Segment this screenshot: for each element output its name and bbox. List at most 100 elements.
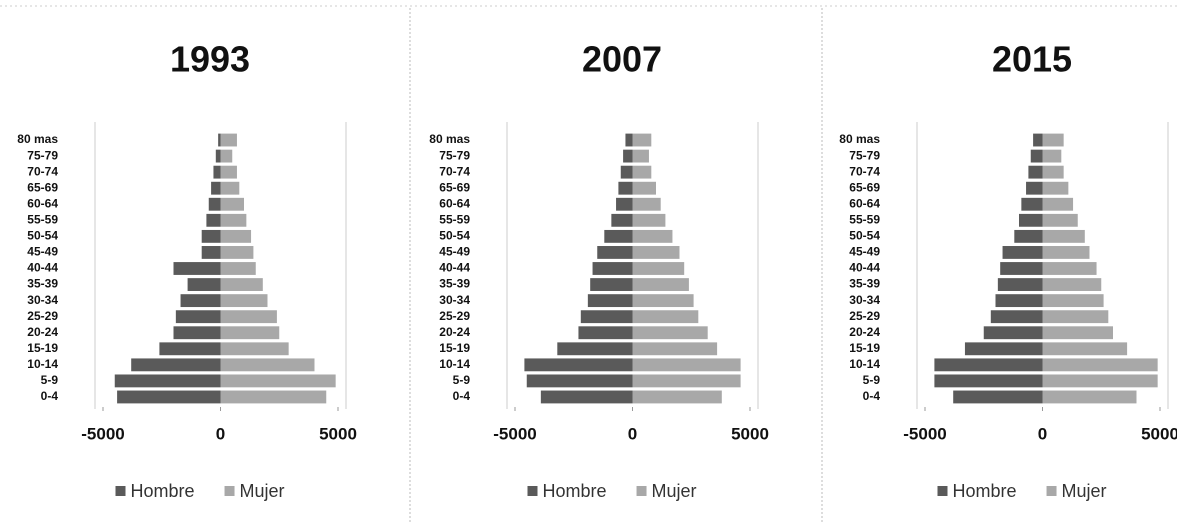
- y-tick-label: 65-69: [439, 180, 470, 194]
- legend-swatch: [224, 486, 235, 496]
- x-tick-label: 0: [1038, 424, 1047, 443]
- bar: [1042, 294, 1104, 308]
- bar: [934, 374, 1043, 388]
- y-tick-label: 15-19: [849, 341, 880, 355]
- y-tick-label: 80 mas: [429, 132, 470, 146]
- bar: [592, 262, 633, 275]
- bar: [524, 358, 633, 372]
- bar: [201, 246, 221, 259]
- bar: [1028, 165, 1043, 179]
- y-tick-label: 30-34: [27, 293, 58, 307]
- y-tick-label: 80 mas: [17, 132, 58, 146]
- bar: [611, 213, 633, 227]
- bar: [983, 326, 1043, 340]
- bar: [1042, 358, 1158, 372]
- y-tick-label: 0-4: [863, 389, 881, 403]
- y-tick-label: 30-34: [439, 293, 470, 307]
- y-tick-label: 20-24: [27, 325, 58, 339]
- legend-swatch: [636, 486, 647, 496]
- bar: [632, 278, 689, 291]
- bar: [632, 358, 741, 372]
- y-tick-label: 40-44: [27, 261, 58, 275]
- bar: [620, 165, 633, 179]
- bar: [632, 342, 718, 356]
- y-tick-label: 75-79: [439, 148, 470, 162]
- y-tick-label: 20-24: [439, 325, 470, 339]
- y-tick-label: 55-59: [849, 212, 880, 226]
- bar: [590, 278, 633, 291]
- bar: [1042, 229, 1085, 243]
- legend-label: Mujer: [652, 481, 697, 501]
- bar: [215, 149, 221, 163]
- bar: [1033, 133, 1043, 147]
- bar: [220, 246, 254, 259]
- bar: [632, 310, 699, 324]
- y-tick-label: 70-74: [849, 164, 880, 178]
- bar: [173, 326, 221, 340]
- bar: [632, 197, 661, 211]
- y-tick-label: 35-39: [27, 277, 58, 291]
- y-tick-label: 15-19: [439, 341, 470, 355]
- bar: [220, 390, 327, 404]
- bar: [1042, 390, 1137, 404]
- y-tick-label: 45-49: [27, 245, 58, 259]
- bar: [587, 294, 633, 308]
- y-tick-label: 5-9: [41, 373, 59, 387]
- y-tick-label: 25-29: [439, 309, 470, 323]
- bar: [632, 262, 685, 275]
- bar: [1030, 149, 1043, 163]
- bar: [213, 165, 221, 179]
- bar: [1002, 246, 1043, 259]
- bar: [1042, 374, 1158, 388]
- bar: [632, 294, 694, 308]
- bar: [632, 390, 722, 404]
- bar: [618, 181, 633, 195]
- bar: [220, 213, 247, 227]
- x-tick-label: -5000: [81, 424, 124, 443]
- bar: [159, 342, 221, 356]
- x-tick-label: 0: [216, 424, 225, 443]
- y-tick-label: 45-49: [439, 245, 470, 259]
- bar: [616, 197, 633, 211]
- y-tick-label: 35-39: [439, 277, 470, 291]
- bar: [1042, 246, 1090, 259]
- bar: [218, 133, 221, 147]
- y-tick-label: 30-34: [849, 293, 880, 307]
- bar: [220, 358, 315, 372]
- bar: [632, 165, 652, 179]
- bar: [173, 262, 221, 275]
- bar: [632, 374, 741, 388]
- bar: [580, 310, 633, 324]
- y-tick-label: 25-29: [849, 309, 880, 323]
- bar: [632, 246, 680, 259]
- bar: [632, 149, 649, 163]
- y-tick-label: 55-59: [439, 212, 470, 226]
- y-tick-label: 70-74: [439, 164, 470, 178]
- bar: [632, 213, 666, 227]
- bar: [526, 374, 633, 388]
- y-tick-label: 60-64: [439, 196, 470, 210]
- bar: [220, 278, 263, 291]
- legend-swatch: [937, 486, 948, 496]
- legend-label: Mujer: [240, 481, 285, 501]
- bar: [220, 133, 237, 147]
- y-tick-label: 50-54: [27, 229, 58, 243]
- bar: [578, 326, 633, 340]
- bar: [1042, 262, 1097, 275]
- y-tick-label: 35-39: [849, 277, 880, 291]
- bar: [220, 181, 240, 195]
- bar: [220, 374, 336, 388]
- bar: [220, 342, 289, 356]
- bar: [625, 133, 633, 147]
- bar: [623, 149, 633, 163]
- bar: [632, 181, 656, 195]
- bar: [220, 149, 233, 163]
- bar: [220, 294, 268, 308]
- bar: [187, 278, 221, 291]
- bar: [1042, 197, 1074, 211]
- bar: [1042, 133, 1064, 147]
- bar: [1042, 278, 1102, 291]
- bar: [220, 197, 244, 211]
- x-tick-label: 5000: [319, 424, 357, 443]
- bar: [220, 310, 277, 324]
